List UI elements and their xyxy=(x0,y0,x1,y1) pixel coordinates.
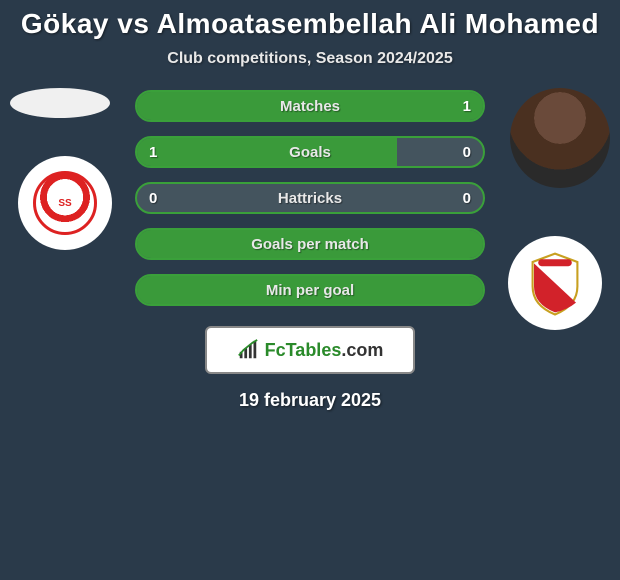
stat-label: Matches xyxy=(137,92,483,120)
stat-bar: Matches1 xyxy=(135,90,485,122)
stat-bar: Goals1 0 xyxy=(135,136,485,168)
player-right-avatar xyxy=(510,88,610,188)
stat-label: Goals xyxy=(137,138,483,166)
stat-bar: Goals per match xyxy=(135,228,485,260)
player-left-club-badge: SS xyxy=(18,156,112,250)
logo-text-a: FcTables xyxy=(265,340,342,360)
stat-value-left: 1 xyxy=(149,138,157,166)
date-text: 19 february 2025 xyxy=(0,374,620,411)
stat-bar: Hattricks0 0 xyxy=(135,182,485,214)
player-left-avatar xyxy=(10,88,110,118)
stat-value-left: 0 xyxy=(149,184,157,212)
subtitle: Club competitions, Season 2024/2025 xyxy=(0,40,620,86)
stat-bars: Matches1Goals10Hattricks00Goals per matc… xyxy=(135,86,485,306)
stat-bar: Min per goal xyxy=(135,274,485,306)
player-right-club-badge xyxy=(508,236,602,330)
stat-label: Hattricks xyxy=(137,184,483,212)
page-title: Gökay vs Almoatasembellah Ali Mohamed xyxy=(0,0,620,40)
sivasspor-logo: SS xyxy=(33,171,97,235)
comparison-area: SS Matches1Goals10Hattricks00Goals per m… xyxy=(0,86,620,411)
stat-label: Min per goal xyxy=(137,276,483,304)
chart-icon xyxy=(237,339,259,361)
monaco-logo xyxy=(520,248,590,318)
logo-text-b: .com xyxy=(341,340,383,360)
stat-value-right: 1 xyxy=(463,92,471,120)
stat-value-right: 0 xyxy=(463,184,471,212)
stat-label: Goals per match xyxy=(137,230,483,258)
stat-value-right: 0 xyxy=(463,138,471,166)
fctables-logo: FcTables.com xyxy=(205,326,415,374)
